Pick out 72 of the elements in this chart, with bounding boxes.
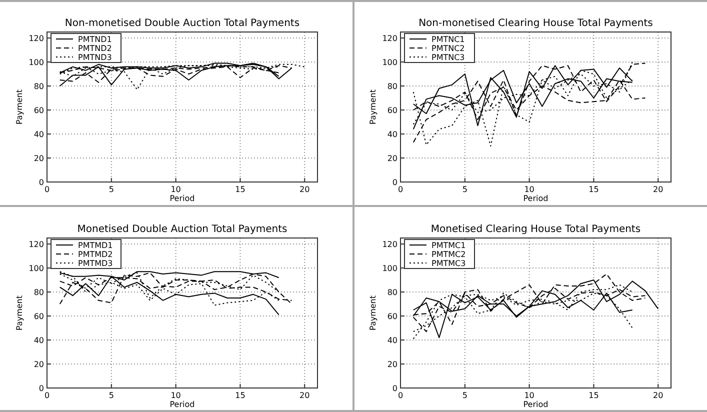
x-axis-title: Period [170, 194, 195, 203]
x-tick-label: 10 [170, 391, 181, 400]
y-tick-label: 20 [387, 154, 398, 163]
legend-label: PMTNC1 [432, 35, 465, 44]
y-tick-label: 80 [387, 82, 398, 91]
x-tick-label: 15 [588, 185, 599, 194]
x-tick-label: 0 [398, 185, 404, 194]
chart-title: Monetised Double Auction Total Payments [77, 224, 288, 235]
x-tick-label: 15 [235, 391, 246, 400]
legend-label: PMTMC1 [432, 241, 466, 250]
x-tick-label: 5 [108, 391, 114, 400]
y-tick-label: 60 [387, 106, 398, 115]
x-tick-label: 10 [524, 391, 534, 400]
y-tick-label: 0 [38, 178, 44, 187]
chart-title: Non-monetised Double Auction Total Payments [64, 18, 300, 29]
y-tick-label: 120 [382, 240, 398, 249]
y-axis-title: Payment [368, 89, 378, 125]
legend-label: PMTND3 [78, 53, 112, 62]
x-axis-title: Period [523, 400, 548, 409]
y-tick-label: 60 [34, 312, 44, 321]
x-tick-label: 0 [44, 391, 50, 400]
x-tick-label: 5 [462, 185, 468, 194]
x-tick-label: 15 [588, 391, 599, 400]
legend-label: PMTND2 [78, 44, 112, 53]
y-tick-label: 100 [28, 264, 44, 273]
legend-label: PMTMD1 [78, 241, 113, 250]
legend-label: PMTMC2 [432, 250, 466, 259]
y-tick-label: 40 [34, 130, 44, 139]
legend-label: PMTMC3 [432, 259, 466, 268]
x-tick-label: 10 [524, 185, 534, 194]
y-tick-label: 20 [387, 360, 398, 369]
legend-label: PMTMD2 [78, 250, 113, 259]
y-tick-label: 40 [34, 336, 44, 345]
y-tick-label: 100 [382, 58, 398, 67]
legend-label: PMTMD3 [78, 259, 113, 268]
x-tick-label: 0 [398, 391, 404, 400]
y-tick-label: 20 [34, 360, 44, 369]
x-axis-title: Period [523, 194, 548, 203]
y-tick-label: 100 [382, 264, 398, 273]
x-tick-label: 5 [462, 391, 468, 400]
y-tick-label: 0 [392, 384, 398, 393]
x-tick-label: 0 [44, 185, 50, 194]
chart-title: Non-monetised Clearing House Total Payments [418, 18, 653, 29]
y-tick-label: 120 [28, 34, 44, 43]
x-tick-label: 5 [108, 185, 114, 194]
y-tick-label: 0 [392, 178, 398, 187]
chart-title: Monetised Clearing House Total Payments [430, 224, 641, 235]
y-tick-label: 0 [38, 384, 44, 393]
y-axis-title: Payment [15, 89, 24, 125]
x-tick-label: 10 [170, 185, 181, 194]
y-tick-label: 60 [387, 312, 398, 321]
y-tick-label: 60 [34, 106, 44, 115]
y-tick-label: 80 [34, 82, 44, 91]
y-tick-label: 40 [387, 130, 398, 139]
y-tick-label: 20 [34, 154, 44, 163]
legend-label: PMTNC2 [432, 44, 465, 53]
y-axis-title: Payment [368, 295, 378, 331]
legend-label: PMTND1 [78, 35, 112, 44]
x-axis-title: Period [170, 400, 195, 409]
x-tick-label: 20 [300, 185, 310, 194]
x-tick-label: 20 [653, 185, 664, 194]
x-tick-label: 15 [235, 185, 246, 194]
y-tick-label: 120 [28, 240, 44, 249]
y-axis-title: Payment [15, 295, 24, 331]
x-tick-label: 20 [300, 391, 310, 400]
y-tick-label: 40 [387, 336, 398, 345]
y-tick-label: 80 [387, 288, 398, 297]
y-tick-label: 120 [382, 34, 398, 43]
y-tick-label: 100 [28, 58, 44, 67]
y-tick-label: 80 [34, 288, 44, 297]
legend-label: PMTNC3 [432, 53, 465, 62]
x-tick-label: 20 [653, 391, 664, 400]
